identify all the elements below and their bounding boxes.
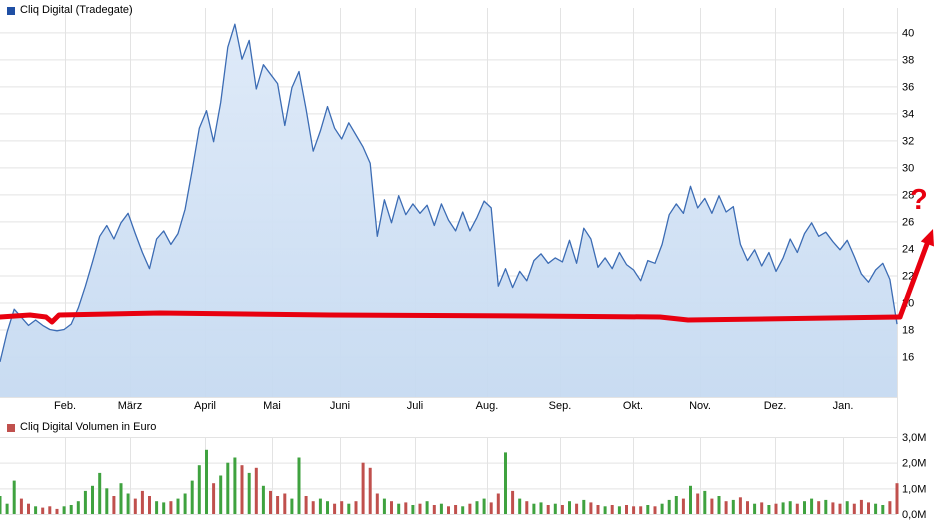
svg-text:Dez.: Dez.	[764, 400, 787, 412]
svg-text:32: 32	[902, 135, 914, 147]
svg-text:40: 40	[902, 27, 914, 39]
svg-text:Okt.: Okt.	[623, 400, 643, 412]
svg-text:24: 24	[902, 243, 914, 255]
svg-text:Aug.: Aug.	[476, 400, 499, 412]
svg-text:Juni: Juni	[330, 400, 350, 412]
svg-text:36: 36	[902, 81, 914, 93]
svg-text:Juli: Juli	[407, 400, 424, 412]
svg-text:3,0M: 3,0M	[902, 432, 926, 444]
svg-text:28: 28	[902, 189, 914, 201]
price-legend: Cliq Digital (Tradegate)	[7, 5, 133, 16]
svg-text:April: April	[194, 400, 216, 412]
svg-text:22: 22	[902, 270, 914, 282]
svg-text:0,0M: 0,0M	[902, 509, 926, 521]
volume-legend-label: Cliq Digital Volumen in Euro	[20, 421, 157, 433]
svg-text:26: 26	[902, 216, 914, 228]
svg-text:18: 18	[902, 324, 914, 336]
svg-text:Jan.: Jan.	[833, 400, 854, 412]
svg-text:38: 38	[902, 54, 914, 66]
svg-text:16: 16	[902, 351, 914, 363]
svg-text:Sep.: Sep.	[549, 400, 572, 412]
annotation-question-mark: ?	[910, 184, 928, 216]
svg-text:Nov.: Nov.	[689, 400, 711, 412]
svg-text:Mai: Mai	[263, 400, 281, 412]
svg-text:März: März	[118, 400, 142, 412]
svg-text:30: 30	[902, 162, 914, 174]
svg-text:2,0M: 2,0M	[902, 458, 926, 470]
svg-text:34: 34	[902, 108, 914, 120]
price-legend-swatch	[7, 6, 15, 15]
volume-legend: Cliq Digital Volumen in Euro	[7, 422, 156, 433]
volume-legend-swatch	[7, 423, 15, 432]
price-legend-label: Cliq Digital (Tradegate)	[20, 4, 133, 16]
svg-text:Feb.: Feb.	[54, 400, 76, 412]
svg-text:1,0M: 1,0M	[902, 483, 926, 495]
